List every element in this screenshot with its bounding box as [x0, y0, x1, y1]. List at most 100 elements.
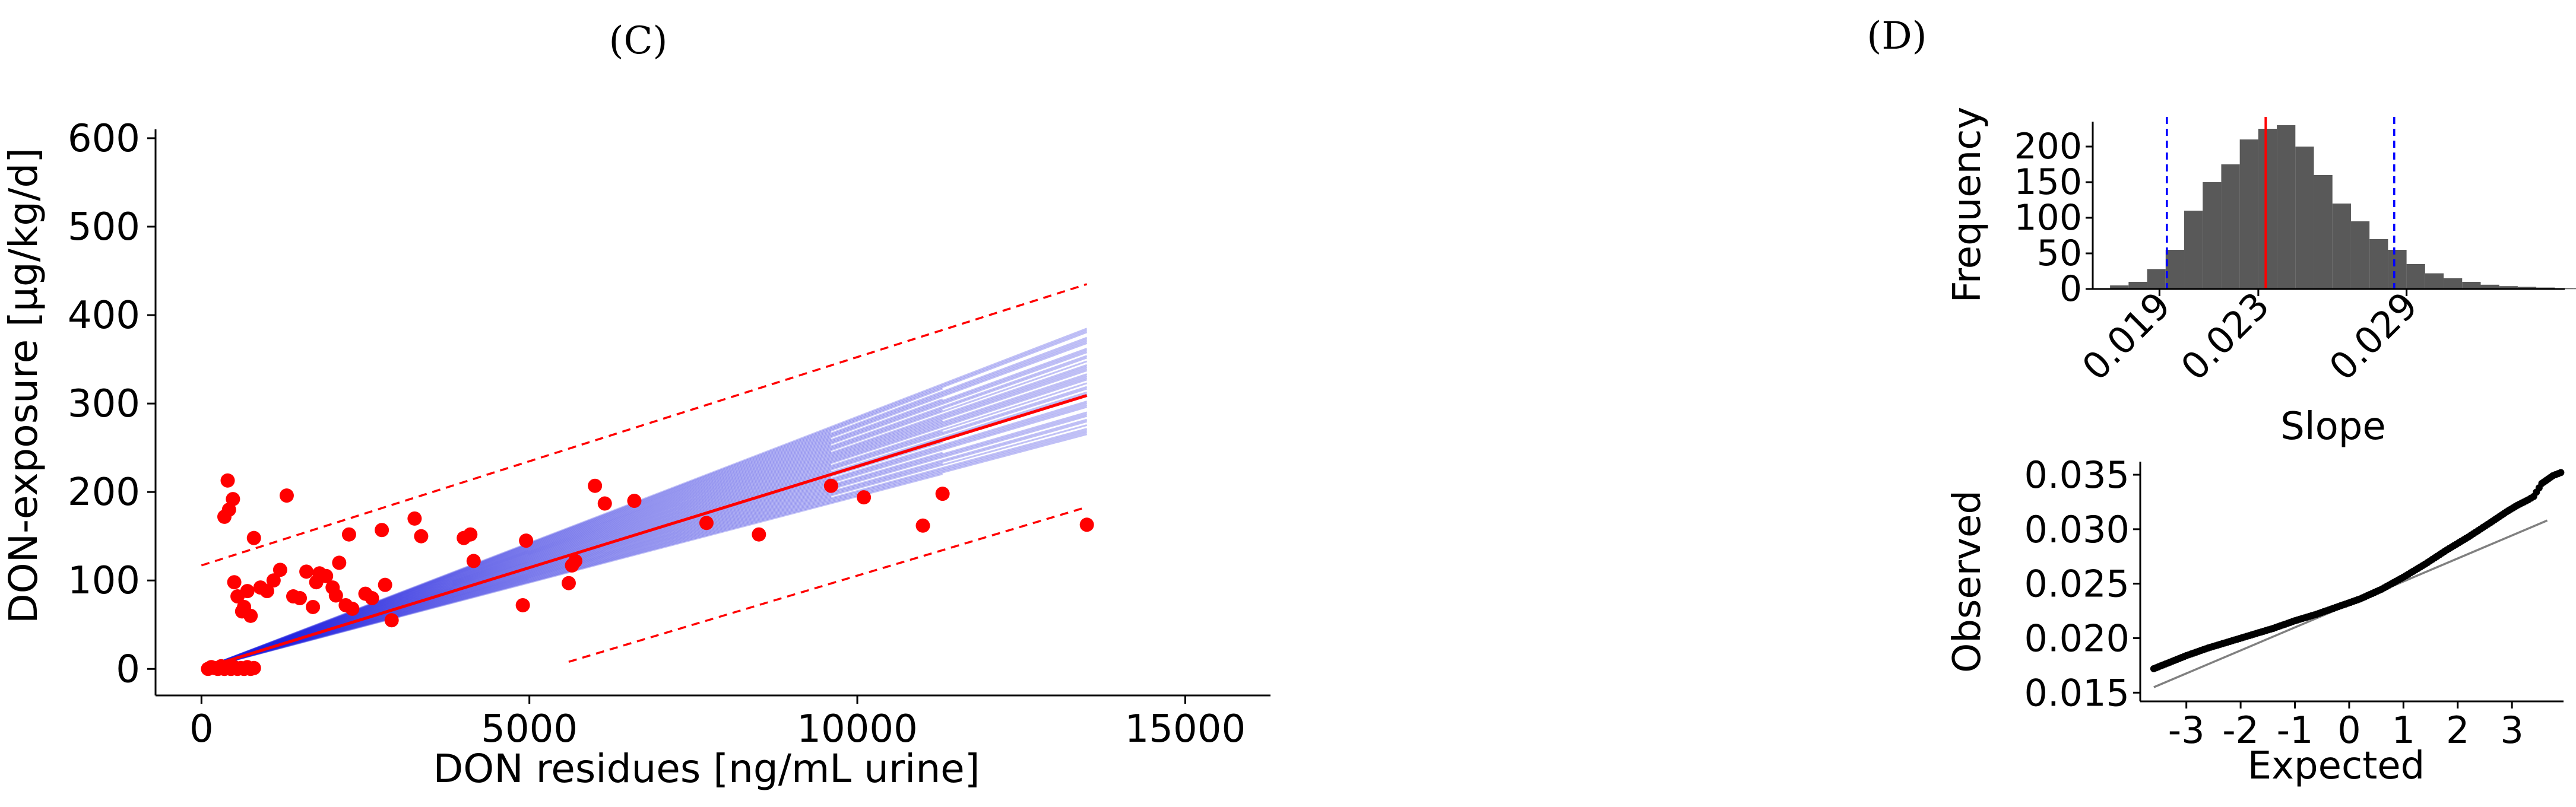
y-tick-label-c: 0 — [116, 647, 140, 691]
histogram-bar — [2277, 125, 2296, 289]
data-point — [752, 527, 766, 542]
bootstrap-line — [201, 379, 1088, 670]
histogram-bar — [2517, 287, 2537, 289]
bootstrap-line — [201, 369, 1088, 670]
x-tick-label-c: 15000 — [1125, 707, 1246, 751]
bootstrap-line — [201, 348, 1088, 670]
data-point — [259, 584, 274, 599]
y-tick-label-d-top: 100 — [2014, 197, 2082, 239]
y-tick-label-d-bottom: 0.030 — [2024, 508, 2130, 551]
data-point — [699, 516, 714, 530]
bootstrap-line — [201, 463, 832, 670]
histogram-bar — [2221, 164, 2240, 289]
fit-line — [201, 394, 1088, 671]
histogram-bar — [2444, 278, 2463, 289]
x-tick-label-d-bottom: 1 — [2392, 708, 2415, 752]
x-axis-label-d-bottom: Expected — [2248, 744, 2425, 788]
x-tick-label-d-bottom: 2 — [2446, 708, 2469, 752]
bootstrap-line — [201, 420, 1088, 670]
data-point — [384, 613, 399, 628]
histogram-bar — [2110, 285, 2129, 289]
bootstrap-line — [201, 360, 1088, 670]
bootstrap-line — [201, 450, 832, 670]
data-point — [293, 591, 308, 606]
histogram-bar — [2480, 284, 2499, 289]
bootstrap-line — [201, 373, 1088, 670]
y-tick-label-c: 200 — [68, 471, 140, 514]
chart-c: 0 5000 10000 15000 0 100 200 300 400 500 600 DON r… — [1, 117, 1270, 792]
data-point — [915, 518, 930, 533]
y-tick-label-d-bottom: 0.020 — [2024, 617, 2130, 660]
histogram-vlines — [2166, 117, 2396, 289]
x-tick-label-c: 0 — [189, 707, 214, 751]
bootstrap-line — [201, 411, 1088, 670]
data-point — [823, 478, 838, 493]
x-axis-label-d-top: Slope — [2280, 405, 2386, 449]
histogram-bar — [2203, 182, 2222, 289]
x-tick-label-d-bottom: -3 — [2168, 708, 2205, 752]
bootstrap-line — [201, 404, 1088, 670]
data-point — [227, 575, 242, 590]
prediction-band-lower — [568, 506, 1088, 663]
histogram-bar — [2462, 282, 2481, 289]
bootstrap-line — [201, 433, 1088, 670]
y-tick-label-c: 400 — [68, 294, 140, 338]
x-tick-label-d-bottom: 0 — [2337, 708, 2360, 752]
bootstrap-line — [201, 398, 943, 670]
data-point — [266, 573, 281, 588]
bootstrap-line — [201, 355, 1088, 670]
qq-points — [2150, 469, 2565, 672]
y-tick-label-c: 100 — [68, 559, 140, 603]
histogram-bar — [2350, 221, 2370, 289]
y-tick-label-d-top: 200 — [2014, 126, 2082, 167]
y-tick-label-d-top: 150 — [2014, 161, 2082, 203]
x-tick-label-d-top: 0.029 — [2321, 284, 2426, 389]
data-point — [375, 523, 389, 538]
bootstrap-line — [201, 377, 1088, 670]
data-point — [226, 492, 240, 507]
data-point — [561, 576, 576, 590]
data-point — [220, 473, 235, 488]
panel-label-d: (D) — [1867, 14, 1927, 58]
histogram-bar — [2314, 175, 2333, 289]
y-axis-label-c: DON-exposure [µg/kg/d] — [1, 148, 46, 624]
bootstrap-line — [201, 431, 832, 670]
bootstrap-line — [201, 382, 1088, 670]
bootstrap-line — [201, 364, 1088, 670]
histogram-bar — [2128, 282, 2147, 289]
data-point — [240, 584, 255, 599]
histogram-bar — [2239, 139, 2258, 289]
data-point — [414, 529, 429, 544]
y-tick-label-d-top: 50 — [2037, 233, 2082, 274]
y-tick-label-d-bottom: 0.035 — [2024, 453, 2130, 497]
data-point — [378, 577, 392, 592]
data-point — [332, 555, 347, 570]
x-tick-label-c: 10000 — [797, 707, 918, 751]
data-point — [627, 494, 642, 509]
data-point — [857, 490, 872, 505]
bootstrap-lines — [201, 328, 1088, 670]
data-point — [299, 564, 314, 579]
y-tick-label-d-top: 0 — [2059, 268, 2082, 310]
histogram-bar — [2369, 239, 2388, 289]
prediction-band-upper — [201, 283, 1088, 567]
data-point — [306, 599, 321, 614]
bootstrap-line — [201, 495, 832, 670]
y-tick-label-c: 300 — [68, 382, 140, 426]
bootstrap-line — [201, 430, 1088, 670]
histogram-bar — [2573, 288, 2576, 290]
bootstrap-line — [201, 357, 1088, 670]
bootstrap-line — [201, 366, 1088, 670]
data-point — [597, 496, 612, 511]
y-tick-label-d-bottom: 0.025 — [2024, 563, 2130, 606]
data-point — [246, 660, 261, 675]
data-point — [365, 591, 379, 606]
histogram-bars — [2110, 125, 2576, 290]
bootstrap-line — [201, 375, 1088, 670]
data-point — [328, 588, 343, 603]
panel-label-c: (C) — [609, 19, 668, 63]
bootstrap-line — [201, 387, 943, 670]
axes-c: 0 5000 10000 15000 0 100 200 300 400 500 600 — [68, 117, 1270, 751]
bootstrap-line — [201, 444, 832, 670]
bootstrap-line — [201, 413, 1088, 670]
